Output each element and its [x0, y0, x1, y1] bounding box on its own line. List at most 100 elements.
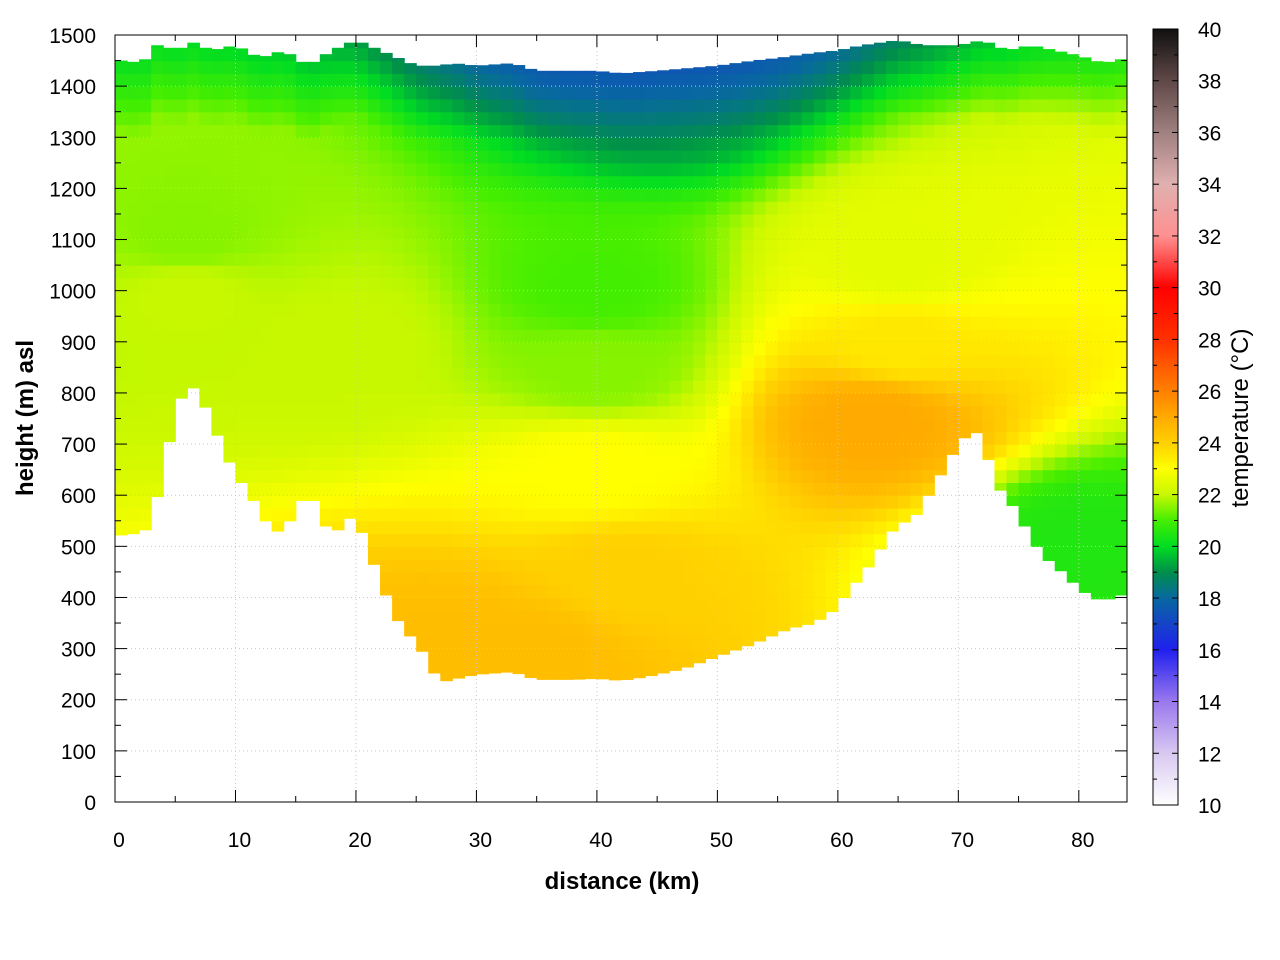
field-cell: [163, 265, 176, 279]
field-cell: [500, 124, 514, 138]
field-cell: [271, 150, 285, 164]
field-cell: [572, 482, 586, 496]
field-cell: [1018, 405, 1032, 420]
field-cell: [476, 623, 490, 637]
field-cell: [789, 520, 803, 535]
field-cell: [801, 60, 815, 74]
field-cell: [211, 60, 225, 74]
field-cell: [729, 162, 743, 177]
field-cell: [512, 635, 526, 650]
field-cell: [970, 252, 984, 266]
field-cell: [729, 201, 743, 215]
field-cell: [440, 98, 453, 113]
field-cell: [1078, 482, 1092, 496]
field-cell: [175, 226, 188, 241]
field-cell: [1042, 239, 1056, 253]
field-cell: [825, 86, 839, 100]
field-cell: [319, 469, 333, 484]
field-cell: [187, 188, 200, 202]
field-cell: [608, 559, 622, 573]
field-cell: [127, 265, 140, 279]
field-cell: [596, 124, 610, 138]
field-cell: [283, 162, 297, 177]
field-cell: [922, 188, 935, 202]
field-cell: [934, 418, 947, 432]
field-cell: [368, 73, 381, 87]
field-cell: [717, 456, 731, 471]
field-cell: [235, 380, 249, 394]
field-cell: [127, 329, 140, 343]
field-cell: [560, 533, 574, 547]
field-cell: [572, 70, 586, 74]
field-cell: [247, 252, 261, 266]
field-cell: [922, 162, 935, 177]
field-cell: [452, 507, 465, 522]
field-cell: [536, 290, 550, 305]
field-cell: [741, 584, 755, 599]
field-cell: [428, 303, 441, 317]
field-cell: [1042, 559, 1056, 561]
field-cell: [368, 456, 381, 471]
field-cell: [970, 162, 984, 177]
field-cell: [825, 98, 839, 113]
field-cell: [235, 73, 249, 87]
field-cell: [886, 520, 899, 532]
field-cell: [1114, 239, 1127, 253]
field-cell: [596, 597, 610, 611]
x-axis-ticks: 0 10 20 30 40 50 60 70 80: [113, 35, 1094, 852]
field-cell: [548, 444, 562, 458]
field-cell: [127, 495, 140, 509]
field-cell: [1078, 571, 1092, 586]
field-cell: [259, 367, 273, 381]
field-cell: [440, 635, 453, 650]
field-cell: [127, 239, 140, 253]
y-tick-label: 100: [61, 741, 96, 764]
field-cell: [681, 431, 694, 445]
field-cell: [572, 86, 586, 100]
field-cell: [801, 175, 815, 189]
field-cell: [524, 444, 538, 458]
field-cell: [825, 290, 839, 305]
field-cell: [560, 277, 574, 292]
field-cell: [1030, 405, 1044, 420]
field-cell: [741, 546, 755, 560]
field-cell: [115, 456, 128, 471]
field-cell: [259, 469, 273, 484]
field-cell: [596, 188, 610, 202]
field-cell: [837, 226, 851, 241]
field-cell: [572, 213, 586, 228]
field-cell: [898, 265, 911, 279]
field-cell: [729, 329, 743, 343]
field-cell: [319, 150, 333, 164]
field-cell: [621, 239, 634, 253]
field-cell: [283, 405, 297, 420]
field-cell: [500, 265, 514, 279]
field-cell: [910, 201, 923, 215]
field-cell: [645, 623, 658, 637]
field-cell: [223, 405, 237, 420]
field-cell: [608, 98, 622, 113]
field-cell: [657, 405, 670, 420]
field-cell: [452, 418, 465, 432]
field-cell: [428, 610, 441, 624]
field-cell: [886, 316, 899, 330]
field-cell: [440, 341, 453, 356]
field-cell: [1042, 354, 1056, 368]
field-cell: [801, 584, 815, 599]
field-cell: [368, 559, 381, 565]
field-cell: [813, 226, 827, 241]
field-cell: [1090, 520, 1104, 535]
field-cell: [657, 610, 670, 624]
field-cell: [1090, 495, 1104, 509]
field-cell: [946, 137, 959, 151]
field-cell: [813, 341, 827, 356]
field-cell: [753, 392, 767, 407]
field-cell: [452, 623, 465, 637]
colorbar-tick-label: 20: [1198, 536, 1221, 559]
field-cell: [1054, 277, 1068, 292]
field-cell: [608, 520, 622, 535]
field-cell: [536, 623, 550, 637]
field-cell: [946, 98, 959, 113]
field-cell: [837, 444, 851, 458]
field-cell: [910, 43, 923, 49]
